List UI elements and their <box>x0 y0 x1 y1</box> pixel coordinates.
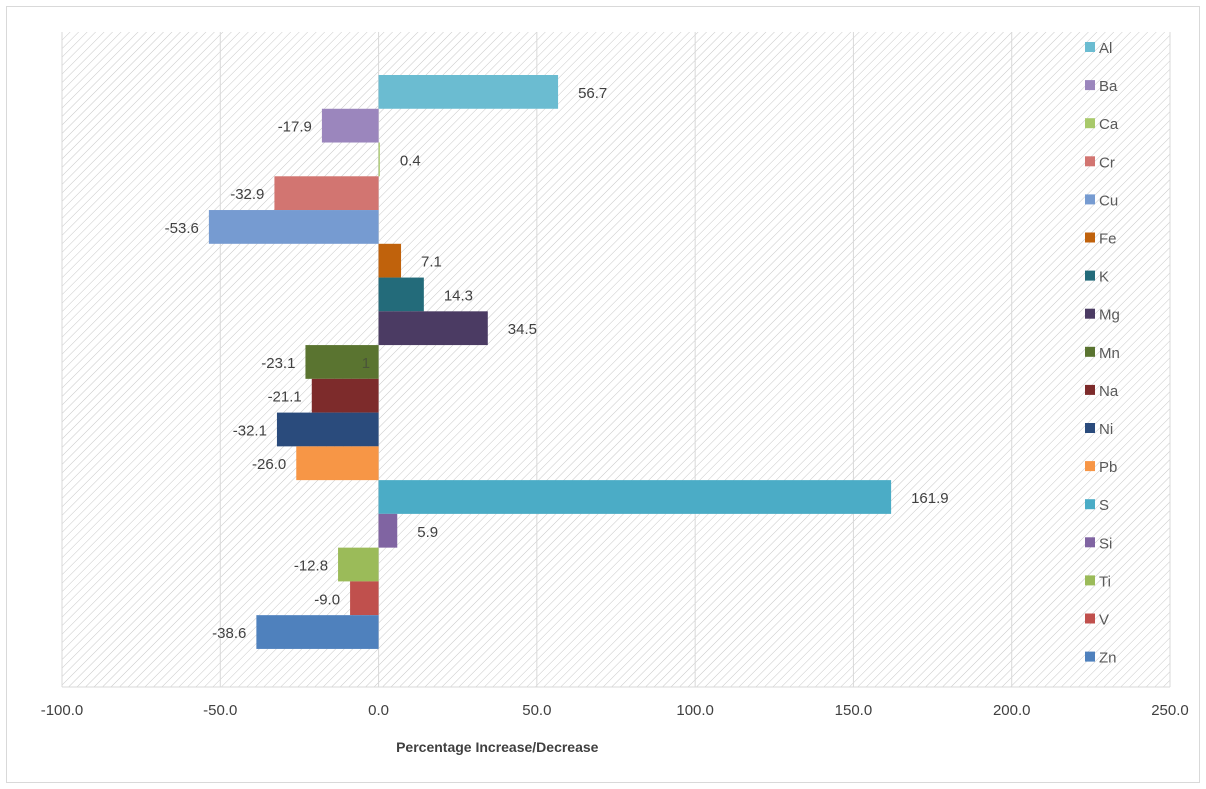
legend-swatch-pb <box>1085 461 1095 472</box>
legend-swatch-k <box>1085 270 1095 281</box>
x-tick-label: -100.0 <box>41 702 84 719</box>
legend-swatch-cu <box>1085 194 1095 205</box>
legend-label-al: Al <box>1099 40 1112 57</box>
data-label-al: 56.7 <box>578 85 607 102</box>
bar-zn <box>256 615 379 649</box>
legend-swatch-mg <box>1085 308 1095 319</box>
legend-swatch-na <box>1085 384 1095 395</box>
data-labels: 56.7 -17.9 0.4 -32.9 -53.6 7.114.3 34.5 -23.1 -2… <box>165 85 949 642</box>
x-tick-label: 200.0 <box>993 702 1031 719</box>
legend-label-ca: Ca <box>1099 116 1119 133</box>
bar-ba <box>321 108 379 143</box>
chart-frame <box>6 6 1200 783</box>
x-tick-label: 250.0 <box>1151 702 1189 719</box>
bar-k <box>378 277 424 312</box>
bar-si <box>378 513 398 548</box>
x-tick-label: 50.0 <box>522 702 551 719</box>
bar-ni <box>276 412 379 447</box>
legend-swatch-mn <box>1085 346 1095 357</box>
data-label-ba: -17.9 <box>278 119 312 136</box>
legend-label-ba: Ba <box>1099 78 1118 95</box>
bar-s <box>378 480 892 514</box>
legend-label-mg: Mg <box>1099 307 1120 324</box>
x-tick-label: 150.0 <box>835 702 873 719</box>
x-tick-label: 0.0 <box>368 702 389 719</box>
data-label-v: -9.0 <box>314 591 340 608</box>
bar-cr <box>274 176 379 211</box>
legend-swatch-zn <box>1085 651 1095 662</box>
legend-swatch-ni <box>1085 423 1095 433</box>
data-label-mn: -23.1 <box>261 355 295 372</box>
data-label-na: -21.1 <box>268 389 302 406</box>
legend-swatch-ba <box>1085 80 1095 91</box>
data-label-ca: 0.4 <box>400 152 421 169</box>
legend-label-mn: Mn <box>1099 345 1120 362</box>
legend-label-pb: Pb <box>1099 459 1117 476</box>
legend-label-na: Na <box>1099 383 1119 400</box>
data-label-pb: -26.0 <box>252 456 286 473</box>
legend-swatch-ca <box>1085 118 1095 129</box>
bar-ca <box>378 142 380 177</box>
bar-mn <box>305 345 379 379</box>
annotation-label: 1 <box>362 355 370 372</box>
legend-swatch-fe <box>1085 232 1095 243</box>
data-label-mg: 34.5 <box>508 321 537 338</box>
data-label-fe: 7.1 <box>421 254 442 271</box>
bar-pb <box>296 446 379 481</box>
data-label-cr: -32.9 <box>230 186 264 203</box>
legend-label-ti: Ti <box>1099 573 1111 590</box>
x-axis-title: Percentage Increase/Decrease <box>396 739 599 755</box>
bar-ti <box>338 547 379 582</box>
gridlines <box>61 32 1171 688</box>
data-label-ni: -32.1 <box>233 422 267 439</box>
legend-label-cu: Cu <box>1099 192 1118 209</box>
x-axis-ticks: -100.0 -50.0 0.0 50.0 100.0 150.0 200.0 250.0 <box>41 702 1189 719</box>
plot-area-background <box>62 32 1170 687</box>
legend-swatch-ti <box>1085 575 1095 586</box>
data-label-s: 161.9 <box>911 490 949 507</box>
data-label-cu: -53.6 <box>165 220 199 237</box>
bar-v <box>350 581 379 616</box>
data-label-k: 14.3 <box>444 287 473 304</box>
legend-label-fe: Fe <box>1099 231 1117 248</box>
legend-label-k: K <box>1099 269 1109 286</box>
legend-swatch-s <box>1085 499 1095 510</box>
legend-label-cr: Cr <box>1099 154 1115 171</box>
legend-swatch-v <box>1085 613 1095 624</box>
legend-swatch-al <box>1085 42 1095 52</box>
bars <box>208 75 892 649</box>
data-label-zn: -38.6 <box>212 625 246 642</box>
bar-fe <box>378 243 402 278</box>
legend-swatch-si <box>1085 537 1095 548</box>
bar-al <box>378 75 559 109</box>
legend-label-v: V <box>1099 612 1109 629</box>
x-tick-label: 100.0 <box>676 702 714 719</box>
legend: Al Ba Ca Cr Cu Fe K Mg Mn Na Ni Pb S Si Ti V Zn <box>1085 40 1120 667</box>
x-tick-label: -50.0 <box>203 702 237 719</box>
legend-swatch-cr <box>1085 156 1095 167</box>
legend-label-s: S <box>1099 497 1109 514</box>
bar-na <box>311 378 379 413</box>
data-label-ti: -12.8 <box>294 558 328 575</box>
bar-cu <box>208 210 379 244</box>
legend-label-ni: Ni <box>1099 421 1113 438</box>
bar-mg <box>378 311 488 346</box>
data-label-si: 5.9 <box>417 524 438 541</box>
legend-label-zn: Zn <box>1099 650 1117 667</box>
legend-label-si: Si <box>1099 535 1112 552</box>
